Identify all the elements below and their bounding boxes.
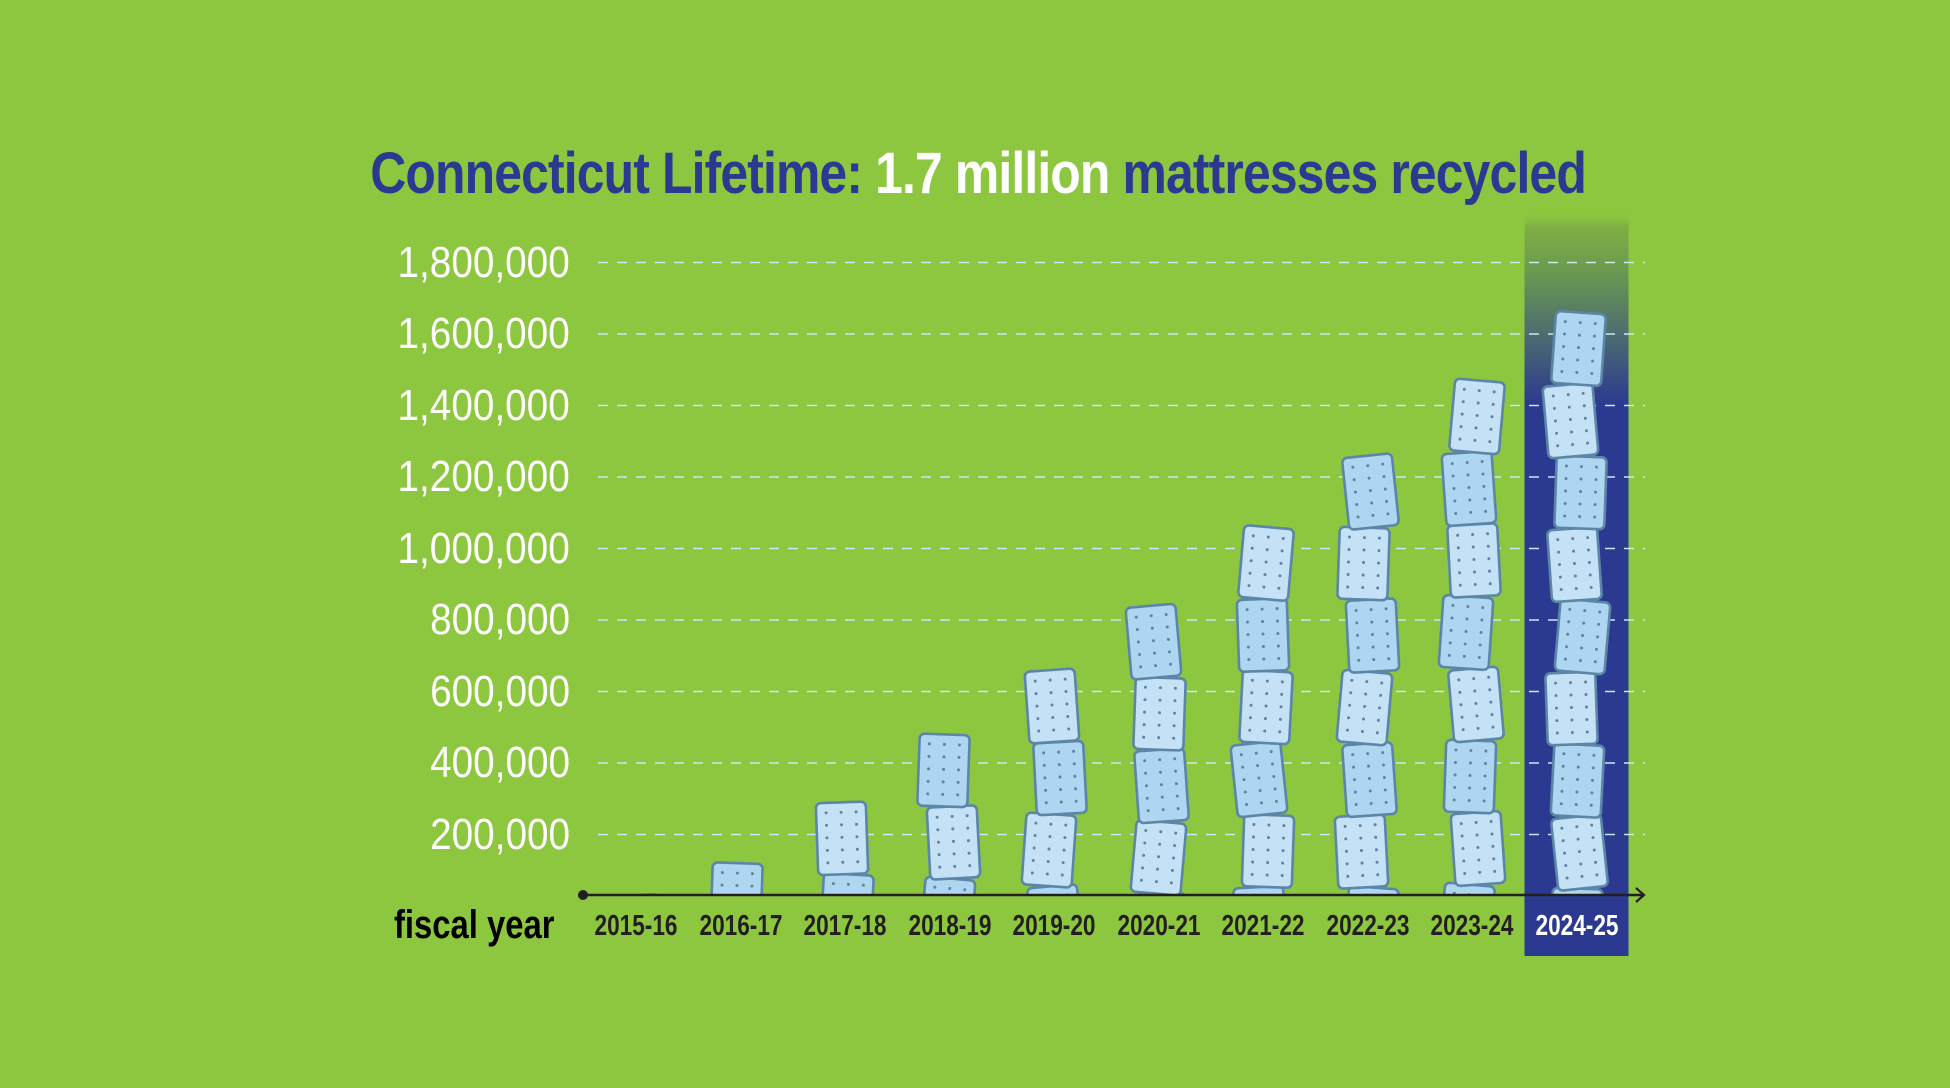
bar-stack-2018-19	[916, 732, 982, 895]
y-tick-label: 1,000,000	[397, 523, 570, 573]
mattress-icon	[1448, 377, 1506, 456]
y-tick-label: 200,000	[430, 809, 570, 859]
y-tick-label: 1,200,000	[397, 452, 570, 501]
mattress-icon	[1437, 593, 1495, 672]
bar-stack-2022-23	[1333, 452, 1401, 895]
mattress-icon	[1546, 525, 1603, 604]
bar-stack-2019-20	[1020, 667, 1088, 895]
x-tick-label: 2023-24	[1430, 910, 1514, 942]
y-tick-label: 1,600,000	[397, 309, 570, 358]
mattress-icon	[1335, 668, 1394, 747]
mattress-icon	[1133, 747, 1190, 825]
y-tick-label: 600,000	[430, 666, 570, 716]
mattress-icon	[1020, 811, 1078, 889]
x-tick-label: 2017-18	[803, 910, 887, 942]
y-tick-label: 1,800,000	[397, 237, 570, 287]
mattress-icon	[709, 861, 764, 895]
x-tick-label: 2024-25	[1534, 910, 1619, 942]
x-tick-label: 2021-22	[1221, 910, 1305, 942]
x-tick-label: 2022-23	[1325, 910, 1410, 942]
mattress-icon	[1550, 813, 1609, 892]
mattress-icon	[1129, 818, 1188, 895]
title-part-1: Connecticut Lifetime:	[370, 141, 876, 206]
x-axis-label: fiscal year	[394, 903, 555, 947]
bar-stack-2016-17	[709, 861, 764, 895]
mattress-icon	[1553, 597, 1612, 676]
mattress-icon	[1336, 525, 1391, 602]
mattress-icon	[1341, 740, 1398, 819]
axis-origin-dot	[578, 890, 588, 900]
x-tick-label: 2018-19	[907, 910, 992, 942]
x-tick-label: 2020-21	[1116, 910, 1201, 942]
mattress-icon	[1550, 309, 1607, 388]
mattress-icon	[1447, 665, 1505, 744]
mattress-icon	[1553, 454, 1608, 531]
mattress-icon	[1449, 809, 1507, 888]
mattress-icon	[1442, 738, 1498, 815]
chart-title: Connecticut Lifetime: 1.7 million mattre…	[140, 140, 1817, 207]
mattress-icon	[1544, 670, 1599, 747]
mattress-icon	[1235, 597, 1291, 674]
mattress-icon	[1344, 597, 1401, 674]
x-tick-label: 2016-17	[698, 910, 783, 942]
y-tick-label: 800,000	[430, 595, 570, 644]
axis-arrow-icon	[1635, 887, 1646, 903]
x-tick-label: 2015-16	[594, 910, 678, 942]
mattress-icon	[1341, 452, 1400, 531]
mattress-icon	[916, 732, 971, 809]
mattress-icon	[1541, 381, 1600, 460]
mattress-icon	[1237, 524, 1295, 602]
bar-stack-2024-25	[1541, 309, 1612, 895]
x-tick-label: 2019-20	[1012, 910, 1096, 942]
mattress-icon	[1446, 522, 1502, 599]
title-part-2: 1.7 million	[875, 141, 1110, 206]
bar-stack-2023-24	[1437, 377, 1507, 895]
mattress-icon	[1549, 742, 1606, 819]
y-tick-label: 400,000	[430, 738, 570, 787]
title-part-3: mattresses recycled	[1109, 141, 1587, 206]
mattress-icon	[1440, 449, 1498, 528]
mattress-icon	[1240, 813, 1296, 890]
bar-stack-2017-18	[814, 800, 875, 895]
y-tick-label: 1,400,000	[397, 380, 570, 430]
bar-stack-2020-21	[1124, 602, 1190, 895]
mattress-icon	[1132, 675, 1187, 752]
bar-stack-2021-22	[1229, 524, 1296, 895]
mattress-icon	[1229, 739, 1289, 819]
mattress-icon	[1023, 667, 1081, 745]
mattress-icon	[1238, 668, 1294, 746]
mattress-icon	[814, 800, 870, 877]
mattress-icon	[1032, 739, 1088, 817]
mattress-icon	[925, 804, 982, 881]
mattress-icon	[1333, 813, 1390, 890]
mattress-icon	[1124, 602, 1183, 681]
